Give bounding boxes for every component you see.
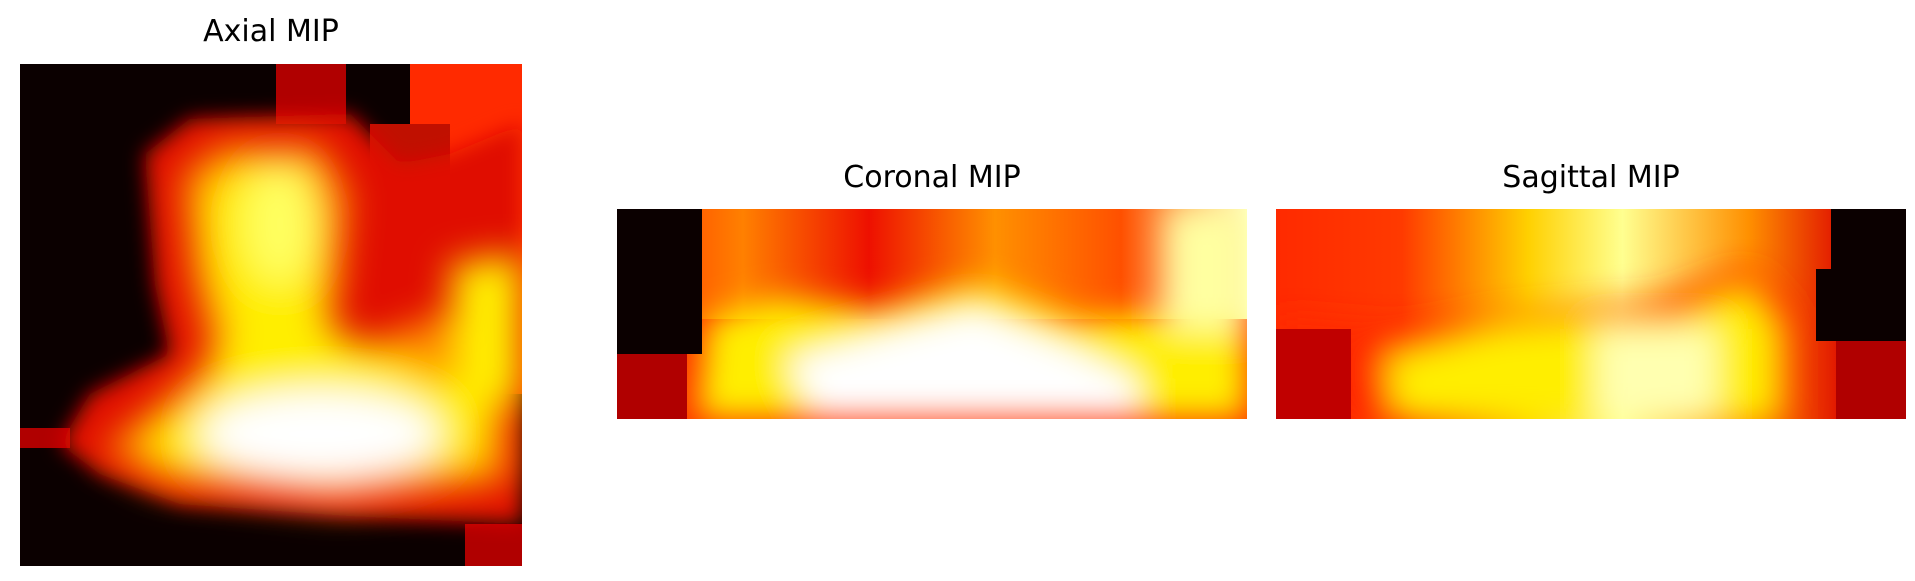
sagittal-title: Sagittal MIP: [1502, 160, 1680, 195]
sagittal-mip-image: [1276, 209, 1906, 419]
axial-mip-image: [20, 64, 522, 566]
coronal-title: Coronal MIP: [843, 160, 1021, 195]
coronal-mip-image: [617, 209, 1247, 419]
axial-title: Axial MIP: [203, 14, 339, 49]
